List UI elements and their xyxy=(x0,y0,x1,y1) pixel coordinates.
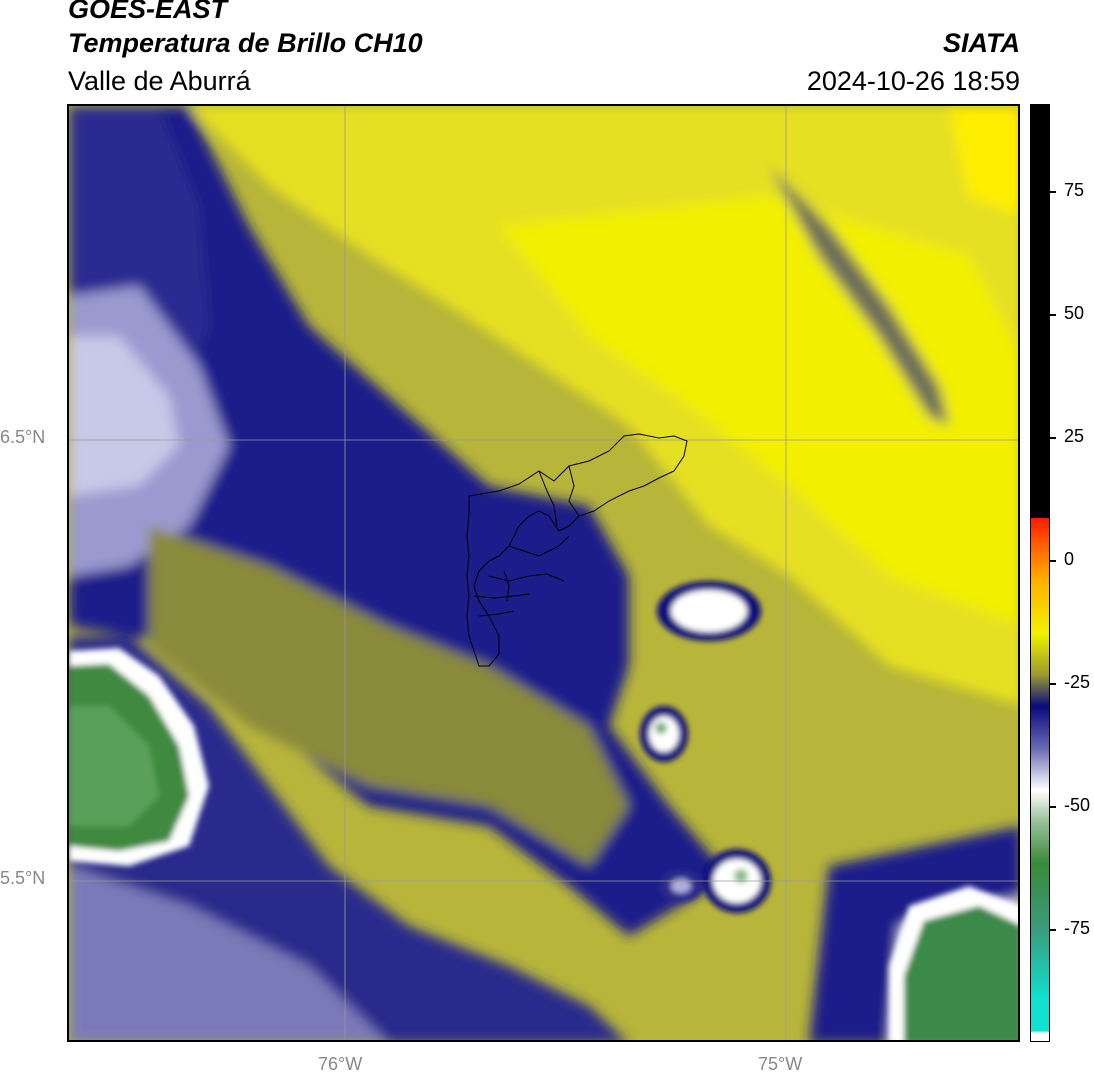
temperature-colorbar xyxy=(1030,104,1050,1042)
colorbar-tick-neg50 xyxy=(1050,806,1056,808)
lon-label-75w: 75°W xyxy=(758,1054,803,1074)
colorbar-label-neg75: -75 xyxy=(1064,918,1091,938)
colorbar-tick-0 xyxy=(1050,560,1056,562)
colorbar-label-neg50: -50 xyxy=(1064,795,1091,815)
lon-label-76w: 76°W xyxy=(318,1054,363,1074)
colorbar-warm-gradient xyxy=(1031,518,1049,1041)
lat-label-6-5: 6.5°N xyxy=(0,427,46,447)
organization-label: SIATA xyxy=(943,28,1020,58)
colorbar-tick-50 xyxy=(1050,314,1056,316)
colorbar-label-25: 25 xyxy=(1064,426,1085,446)
colorbar-tick-25 xyxy=(1050,437,1056,439)
colorbar-label-0: 0 xyxy=(1064,549,1075,569)
colorbar-tick-neg25 xyxy=(1050,683,1056,685)
map-canvas xyxy=(69,106,1018,1040)
colorbar-label-75: 75 xyxy=(1064,180,1085,200)
colorbar-label-50: 50 xyxy=(1064,303,1085,323)
product-title: Temperatura de Brillo CH10 xyxy=(68,28,423,58)
colorbar-tick-75 xyxy=(1050,191,1056,193)
brightness-temperature-map xyxy=(67,104,1020,1042)
colorbar-label-neg25: -25 xyxy=(1064,672,1091,692)
colorbar-tick-neg75 xyxy=(1050,929,1056,931)
timestamp-label: 2024-10-26 18:59 xyxy=(806,66,1020,96)
colorbar-black-segment xyxy=(1031,105,1049,518)
aburra-valley-boundaries xyxy=(466,433,688,667)
satellite-title: GOES-EAST xyxy=(68,0,228,24)
region-title: Valle de Aburrá xyxy=(68,66,251,96)
lat-label-5-5: 5.5°N xyxy=(0,868,46,888)
